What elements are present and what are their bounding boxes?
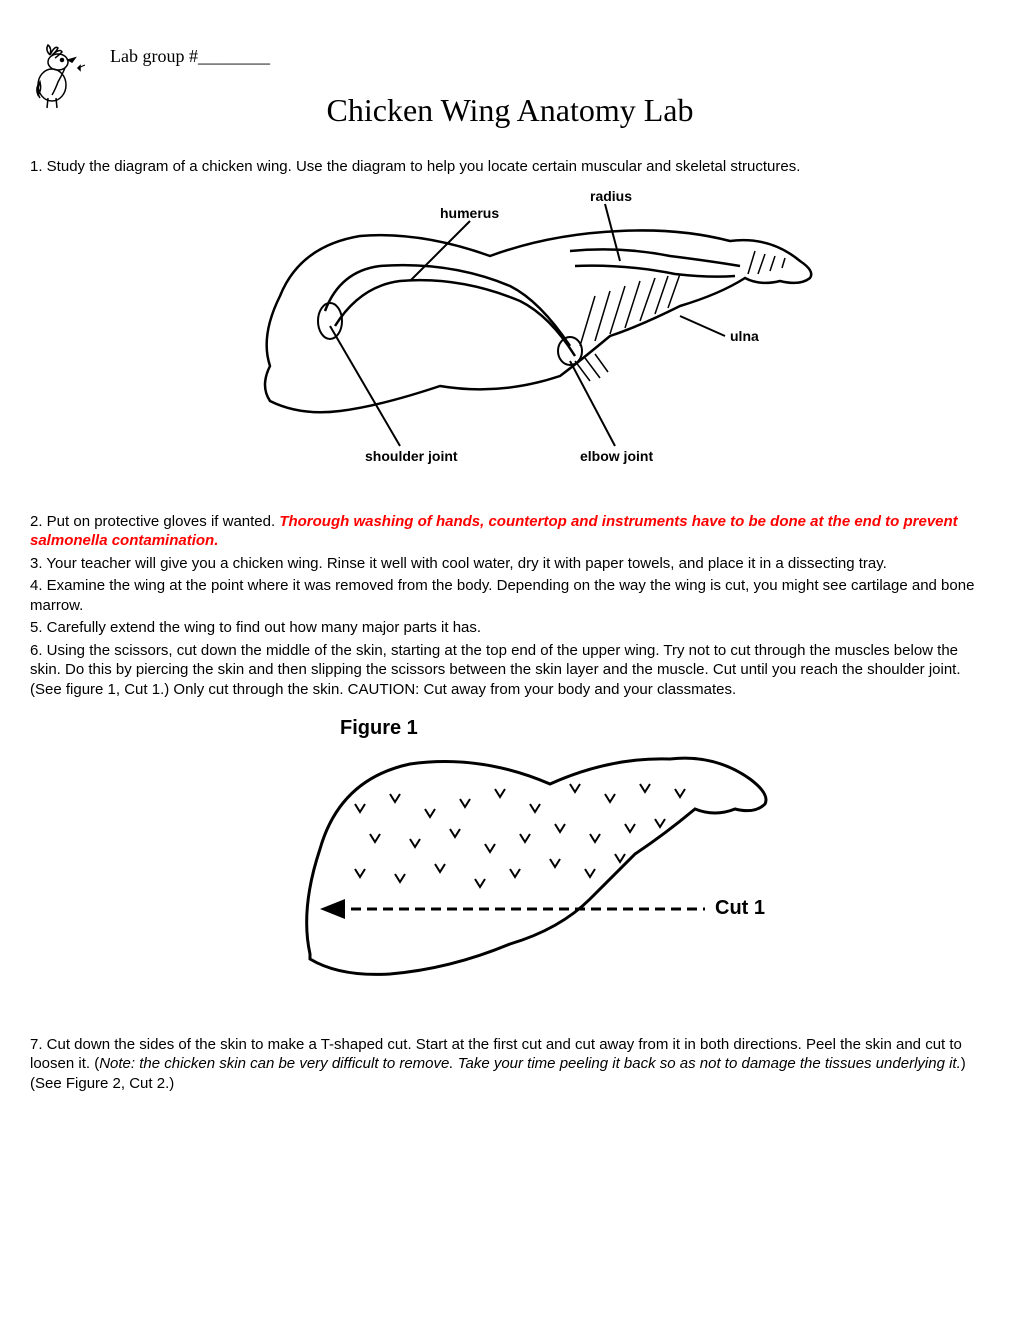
step-7: 7. Cut down the sides of the skin to mak… [30,1035,990,1094]
figure-1-label: Figure 1 [340,717,418,739]
elbow-joint-label: elbow joint [580,448,653,464]
step-3: 3. Your teacher will give you a chicken … [30,554,990,574]
ulna-label: ulna [730,328,759,344]
rooster-icon [30,40,100,110]
step-7-note: Note: the chicken skin can be very diffi… [99,1055,961,1072]
humerus-label: humerus [440,205,499,221]
page-title: Chicken Wing Anatomy Lab [30,90,990,132]
step-2-prefix: 2. Put on protective gloves if wanted. [30,513,279,530]
anatomy-diagram: radius humerus ulna shoulder joint elbow… [30,186,990,492]
step-4: 4. Examine the wing at the point where i… [30,576,990,615]
step-1: 1. Study the diagram of a chicken wing. … [30,157,990,177]
step-2: 2. Put on protective gloves if wanted. T… [30,512,990,551]
figure-1-diagram: Figure 1 Cut 1 [30,709,990,1015]
shoulder-joint-label: shoulder joint [365,448,458,464]
cut-1-label: Cut 1 [715,897,765,919]
step-6: 6. Using the scissors, cut down the midd… [30,641,990,700]
radius-label: radius [590,188,632,204]
step-5: 5. Carefully extend the wing to find out… [30,618,990,638]
lab-group-label: Lab group #________ [110,45,270,68]
